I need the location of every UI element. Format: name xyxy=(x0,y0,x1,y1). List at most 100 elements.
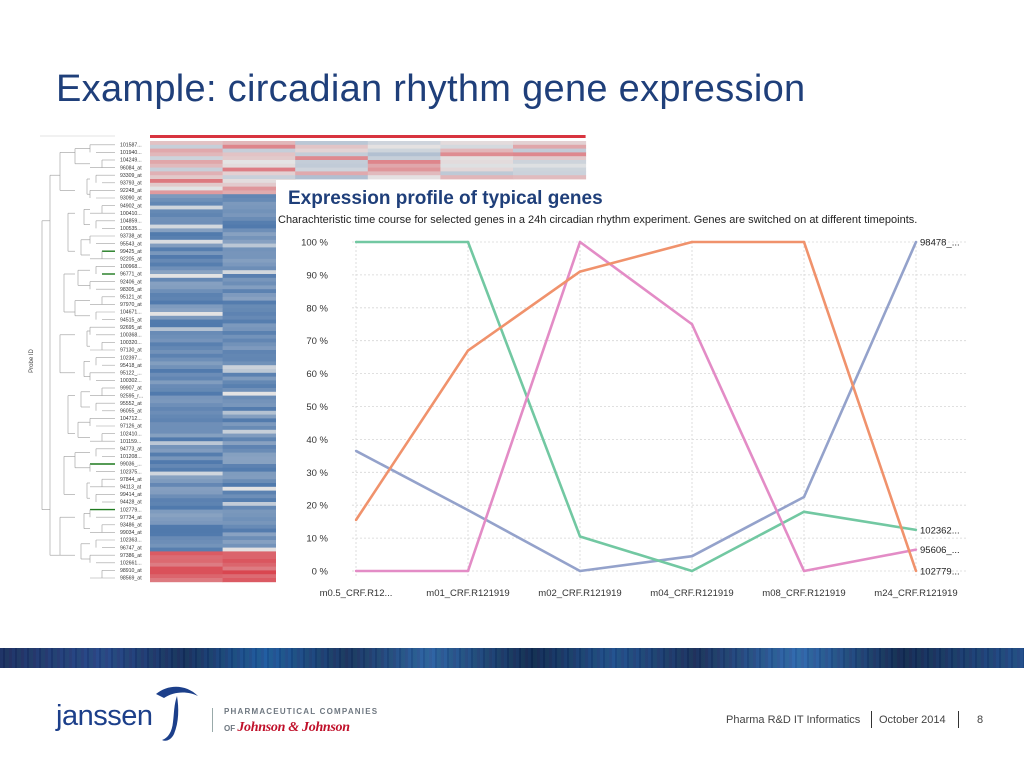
heatmap-cell xyxy=(150,201,224,206)
heatmap-cell xyxy=(222,232,296,237)
heatmap-cell xyxy=(222,144,296,149)
y-tick-label: 0 % xyxy=(312,567,329,578)
heatmap-cell xyxy=(222,486,296,491)
heatmap-cell xyxy=(150,266,224,271)
heatmap-cell xyxy=(150,262,224,267)
heatmap-row-label: 104249... xyxy=(120,158,142,164)
heatmap-cell xyxy=(440,156,514,161)
heatmap-cell xyxy=(150,433,224,438)
footer-date: October 2014 xyxy=(879,714,946,726)
heatmap-row-label: 94428_at xyxy=(120,500,142,506)
y-tick-label: 100 % xyxy=(301,238,328,249)
heatmap-cell xyxy=(222,243,296,248)
heatmap-row-label: 93738_at xyxy=(120,234,142,240)
janssen-logo-text: janssen xyxy=(56,700,153,732)
heatmap-cells xyxy=(150,135,587,583)
heatmap-cell xyxy=(440,141,514,146)
heatmap-cell xyxy=(222,319,296,324)
heatmap-cell xyxy=(222,251,296,256)
heatmap-cell xyxy=(150,236,224,241)
heatmap-cell xyxy=(513,167,587,172)
heatmap-cell xyxy=(150,380,224,385)
heatmap-cell xyxy=(295,148,369,153)
heatmap-cell xyxy=(150,517,224,522)
heatmap-cell xyxy=(222,148,296,153)
x-tick-label: m04_CRF.R121919 xyxy=(650,588,733,599)
heatmap-cell xyxy=(222,502,296,507)
heatmap-cell xyxy=(222,517,296,522)
heatmap-cell xyxy=(150,479,224,484)
data-point xyxy=(802,240,806,244)
heatmap-row-label: 92695_at xyxy=(120,325,142,331)
heatmap-row-label: 93486_at xyxy=(120,523,142,529)
heatmap-cell xyxy=(222,179,296,184)
heatmap-cell xyxy=(222,524,296,529)
heatmap-cell xyxy=(150,460,224,465)
heatmap-row-label: 93793_at xyxy=(120,181,142,187)
heatmap-cell xyxy=(150,562,224,567)
heatmap-cell xyxy=(367,163,441,168)
heatmap-row-label: 96055_at xyxy=(120,409,142,415)
heatmap-cell xyxy=(222,578,296,583)
heatmap-cell xyxy=(222,369,296,374)
heatmap-row-label: 92406_at xyxy=(120,279,142,285)
heatmap-cell xyxy=(222,399,296,404)
heatmap-cell xyxy=(222,376,296,381)
heatmap-row-label: 101940... xyxy=(120,150,142,156)
heatmap-row-label: 97734_at xyxy=(120,515,142,521)
heatmap-cell xyxy=(150,407,224,412)
y-tick-label: 20 % xyxy=(306,501,328,512)
heatmap-cell xyxy=(222,308,296,313)
heatmap-cell xyxy=(150,475,224,480)
heatmap-cell xyxy=(150,410,224,415)
heatmap-cell xyxy=(150,285,224,290)
heatmap-cell xyxy=(222,513,296,518)
heatmap-row-label: 95121_at xyxy=(120,295,142,301)
slide-title: Example: circadian rhythm gene expressio… xyxy=(56,68,806,110)
heatmap-row-label: 100535... xyxy=(120,226,142,232)
heatmap-cell xyxy=(150,509,224,514)
heatmap-row-label: 100368... xyxy=(120,333,142,339)
series-end-label: 102779... xyxy=(920,567,960,578)
data-point xyxy=(802,569,806,573)
heatmap-cell xyxy=(222,334,296,339)
heatmap-cell xyxy=(150,361,224,366)
heatmap-cell xyxy=(150,175,224,180)
series-line xyxy=(356,240,917,573)
heatmap-cell xyxy=(222,445,296,450)
x-tick-label: m24_CRF.R121919 xyxy=(874,588,957,599)
heatmap-cell xyxy=(222,395,296,400)
heatmap-cell xyxy=(222,540,296,545)
heatmap-cell xyxy=(150,357,224,362)
heatmap-cell xyxy=(295,144,369,149)
heatmap-cell xyxy=(222,338,296,343)
heatmap-cell xyxy=(150,448,224,453)
heatmap-cell xyxy=(513,163,587,168)
heatmap-cell xyxy=(222,266,296,271)
heatmap-cell xyxy=(222,190,296,195)
heatmap-cell xyxy=(295,160,369,165)
heatmap-cell xyxy=(150,304,224,309)
data-point xyxy=(354,569,358,573)
heatmap-cell xyxy=(222,209,296,214)
heatmap-cell xyxy=(150,574,224,579)
heatmap-cell xyxy=(222,464,296,469)
y-tick-label: 90 % xyxy=(306,270,328,281)
heatmap-cell xyxy=(150,426,224,431)
heatmap-cell xyxy=(222,239,296,244)
x-tick-label: m01_CRF.R121919 xyxy=(426,588,509,599)
heatmap-cell xyxy=(150,513,224,518)
heatmap-cell xyxy=(222,327,296,332)
data-point xyxy=(914,548,918,551)
heatmap-cell xyxy=(150,376,224,381)
heatmap-row-label: 101159... xyxy=(120,439,141,445)
heatmap-row-label: 97126_at xyxy=(120,424,142,430)
heatmap-cell xyxy=(222,220,296,225)
heatmap-cell xyxy=(222,300,296,305)
heatmap-cell xyxy=(150,167,224,172)
heatmap-cell xyxy=(150,198,224,203)
heatmap-cell xyxy=(367,167,441,172)
heatmap-cell xyxy=(440,175,514,180)
heatmap-cell xyxy=(150,505,224,510)
heatmap-cell xyxy=(222,312,296,317)
